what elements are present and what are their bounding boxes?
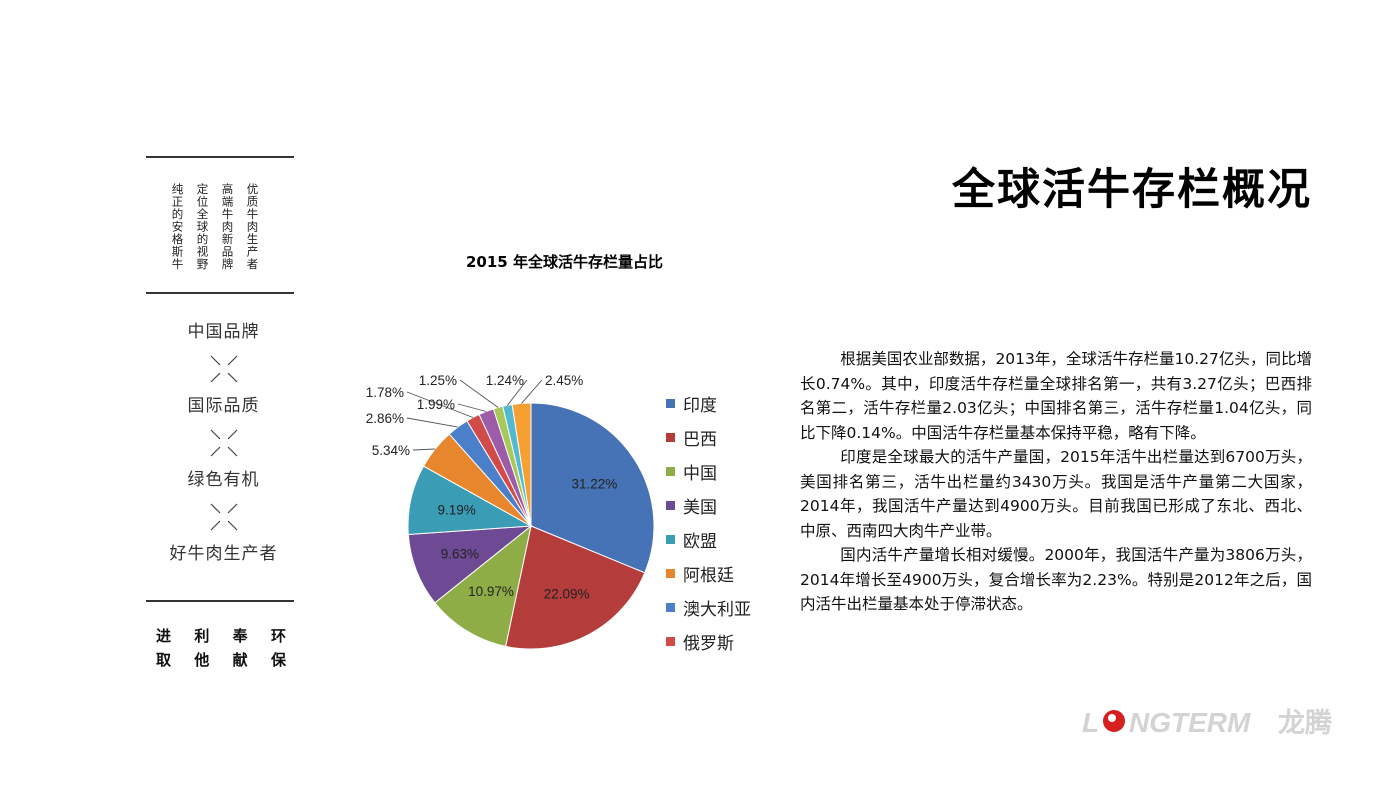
data-label: 1.78% bbox=[366, 385, 404, 400]
legend-swatch bbox=[666, 534, 675, 544]
legend-item-argentina: 阿根廷 bbox=[666, 556, 751, 590]
legend-item-australia: 澳大利亚 bbox=[666, 590, 751, 624]
sidebar-slogans: 优质牛肉生产者 高端牛肉新品牌 定位全球的视野 纯正的安格斯牛 bbox=[168, 183, 268, 283]
label-leader-line bbox=[521, 379, 543, 404]
legend-item-india: 印度 bbox=[666, 386, 751, 420]
value-char: 取 bbox=[156, 651, 172, 669]
value-char: 环 bbox=[270, 627, 286, 645]
label-leader-line bbox=[507, 379, 528, 406]
label-leader-line bbox=[406, 417, 458, 428]
data-label: 9.63% bbox=[441, 547, 479, 562]
data-label: 2.86% bbox=[366, 411, 404, 426]
legend-label: 俄罗斯 bbox=[683, 633, 734, 654]
value-char: 献 bbox=[232, 651, 248, 669]
pillar-2: 国际品质 bbox=[187, 396, 260, 416]
value-char: 利 bbox=[194, 627, 210, 645]
legend-label: 中国 bbox=[683, 463, 717, 484]
sidebar-top-rule bbox=[146, 156, 294, 158]
data-label: 2.45% bbox=[545, 373, 583, 388]
pillar-3: 绿色有机 bbox=[187, 470, 260, 490]
paragraph-1: 根据美国农业部数据，2013年，全球活牛存栏量10.27亿头，同比增长0.74%… bbox=[800, 350, 1312, 442]
pie-slice-3 bbox=[407, 525, 533, 604]
page-title: 全球活牛存栏概况 bbox=[952, 165, 1312, 215]
core-values: 进 利 奉 环 取 他 献 保 bbox=[156, 624, 286, 672]
chart-legend: 印度 巴西 中国 美国 欧盟 阿根廷 澳大利亚 俄罗斯 bbox=[666, 386, 751, 658]
value-char: 保 bbox=[270, 651, 286, 669]
data-label: 9.19% bbox=[437, 502, 475, 517]
data-label: 5.34% bbox=[372, 443, 410, 458]
values-row-2: 取 他 献 保 bbox=[156, 648, 286, 672]
value-char: 他 bbox=[194, 651, 210, 669]
slogan-line-3: 定位全球的视野 bbox=[195, 183, 210, 271]
chart-title: 2015 年全球活牛存栏量占比 bbox=[466, 253, 663, 271]
value-char: 进 bbox=[156, 627, 172, 645]
legend-label: 巴西 bbox=[683, 429, 717, 450]
cross-divider-icon bbox=[146, 494, 301, 540]
svg-text:L: L bbox=[1082, 707, 1099, 738]
legend-label: 美国 bbox=[683, 497, 717, 518]
pie-slice-1 bbox=[505, 525, 646, 650]
cross-divider-icon bbox=[146, 346, 301, 392]
legend-swatch bbox=[666, 466, 675, 476]
legend-swatch bbox=[666, 398, 675, 408]
sidebar-middle-rule bbox=[146, 292, 294, 294]
legend-swatch bbox=[666, 432, 675, 442]
legend-item-russia: 俄罗斯 bbox=[666, 624, 751, 658]
svg-text:NGTERM: NGTERM bbox=[1129, 707, 1251, 738]
brand-pillars: 中国品牌 国际品质 绿色有机 好牛肉生产者 bbox=[146, 318, 301, 568]
label-leader-line bbox=[412, 448, 436, 451]
legend-item-usa: 美国 bbox=[666, 488, 751, 522]
legend-item-brazil: 巴西 bbox=[666, 420, 751, 454]
pillar-1: 中国品牌 bbox=[187, 322, 260, 342]
legend-swatch bbox=[666, 500, 675, 510]
legend-swatch bbox=[666, 636, 675, 646]
pie-slice-0 bbox=[530, 402, 655, 574]
data-label: 1.99% bbox=[417, 397, 455, 412]
paragraph-2: 印度是全球最大的活牛产量国，2015年活牛出栏量达到6700万头，美国排名第三，… bbox=[800, 448, 1312, 540]
label-leader-line bbox=[457, 403, 487, 412]
slogan-line-1: 优质牛肉生产者 bbox=[245, 183, 260, 271]
body-text: 根据美国农业部数据，2013年，全球活牛存栏量10.27亿头，同比增长0.74%… bbox=[800, 347, 1312, 617]
legend-label: 欧盟 bbox=[683, 531, 717, 552]
legend-swatch bbox=[666, 602, 675, 612]
pie-slice-2 bbox=[434, 524, 532, 647]
data-label: 1.24% bbox=[486, 373, 524, 388]
cross-divider-icon bbox=[146, 420, 301, 466]
data-label: 31.22% bbox=[572, 477, 618, 492]
values-row-1: 进 利 奉 环 bbox=[156, 624, 286, 648]
slogan-line-4: 纯正的安格斯牛 bbox=[170, 183, 185, 271]
data-label: 1.25% bbox=[419, 373, 457, 388]
label-leader-line bbox=[406, 391, 474, 418]
brand-logo: L NGTERM 龙腾 bbox=[1082, 703, 1362, 739]
svg-text:龙腾: 龙腾 bbox=[1278, 708, 1333, 739]
data-label: 22.09% bbox=[544, 586, 590, 601]
legend-item-eu: 欧盟 bbox=[666, 522, 751, 556]
legend-item-china: 中国 bbox=[666, 454, 751, 488]
legend-label: 澳大利亚 bbox=[683, 599, 751, 620]
paragraph-3: 国内活牛产量增长相对缓慢。2000年，我国活牛产量为3806万头，2014年增长… bbox=[800, 546, 1312, 613]
pillar-4: 好牛肉生产者 bbox=[169, 544, 278, 564]
sidebar-bottom-rule bbox=[146, 600, 294, 602]
slogan-line-2: 高端牛肉新品牌 bbox=[220, 183, 235, 271]
value-char: 奉 bbox=[232, 627, 248, 645]
legend-label: 印度 bbox=[683, 395, 717, 416]
legend-label: 阿根廷 bbox=[683, 565, 734, 586]
logo-icon: L NGTERM 龙腾 bbox=[1082, 707, 1333, 739]
label-leader-line bbox=[459, 379, 499, 408]
data-label: 10.97% bbox=[468, 584, 514, 599]
legend-swatch bbox=[666, 568, 675, 578]
pie-chart: 31.22% 22.09% 10.97% 9.63% 9.19% 5.34% 2.86% 1.… bbox=[366, 373, 655, 650]
